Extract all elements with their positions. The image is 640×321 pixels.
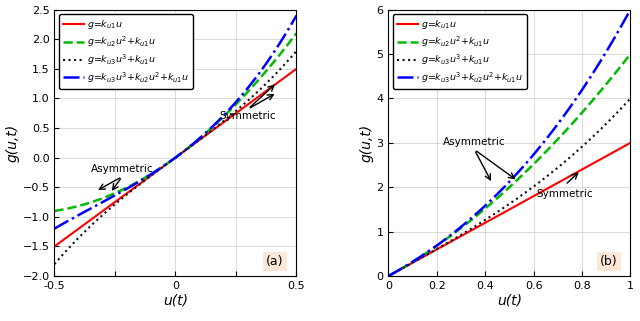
Y-axis label: g(u,t): g(u,t) [360, 124, 374, 162]
Y-axis label: g(u,t): g(u,t) [6, 124, 20, 162]
X-axis label: u(t): u(t) [163, 294, 188, 308]
Text: Asymmetric: Asymmetric [443, 137, 506, 147]
Legend: $g$=$k_{u1}$$u$, $g$=$k_{u2}$$u^2$+$k_{u1}$$u$, $g$=$k_{u3}$$u^3$+$k_{u1}$$u$, $: $g$=$k_{u1}$$u$, $g$=$k_{u2}$$u^2$+$k_{u… [393, 14, 527, 89]
X-axis label: u(t): u(t) [497, 294, 522, 308]
Text: Asymmetric: Asymmetric [91, 164, 154, 174]
Legend: $g$=$k_{u1}$$u$, $g$=$k_{u2}$$u^2$+$k_{u1}$$u$, $g$=$k_{u3}$$u^3$+$k_{u1}$$u$, $: $g$=$k_{u1}$$u$, $g$=$k_{u2}$$u^2$+$k_{u… [59, 14, 193, 89]
Text: (b): (b) [600, 255, 618, 268]
Text: (a): (a) [266, 255, 284, 268]
Text: Symmetric: Symmetric [220, 111, 276, 121]
Text: Symmetric: Symmetric [537, 188, 593, 199]
